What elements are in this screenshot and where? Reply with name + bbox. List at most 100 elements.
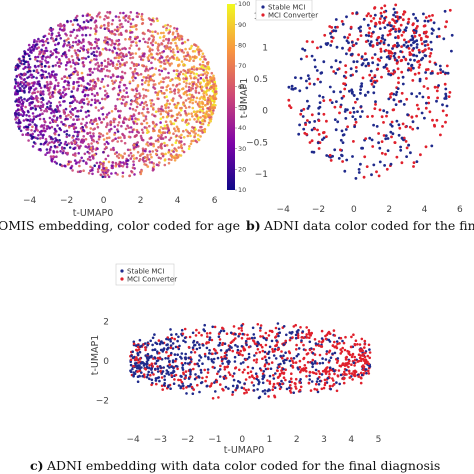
panel-a-point [150,34,153,38]
panel-c-point-converter [264,343,268,347]
panel-c-point-converter [347,365,350,369]
panel-c-point-stable [170,333,173,337]
panel-a-point [68,126,71,129]
panel-b-point-converter [348,111,352,114]
panel-a-point [63,130,66,134]
panel-b-point-converter [348,46,352,50]
panel-c-point-stable [252,384,256,387]
panel-c-point-stable [240,386,244,390]
panel-c-point-converter [187,345,191,349]
panel-a-point [95,161,99,165]
panel-a-point [171,48,175,51]
panel-a-point [177,88,180,91]
panel-c-point-stable [161,341,165,345]
panel-b-point-converter [332,70,336,73]
panel-a-point [40,65,44,68]
panel-b-point-stable [355,69,358,73]
panel-c-point-stable [190,358,193,361]
panel-c-point-converter [303,364,307,367]
panel-a-point [129,157,133,160]
panel-b-point-stable [319,45,323,49]
panel-c-point-stable [184,374,187,378]
panel-a-point [59,92,63,96]
panel-a-point [45,148,49,151]
panel-a-point [72,61,75,64]
panel-c-point-stable [231,384,235,388]
panel-b-point-converter [354,100,357,104]
panel-b-point-converter [310,139,314,143]
panel-c-point-stable [163,378,166,382]
panel-b-point-converter [330,40,334,43]
panel-c-point-converter [158,357,162,360]
panel-a-point [146,158,149,161]
panel-a-colorbar-tick-label: 50 [238,104,246,112]
panel-a-point [105,145,108,149]
panel-a-point [144,69,147,73]
panel-c-point-converter [320,341,324,344]
panel-a-point [28,114,31,118]
panel-c-point-stable [177,335,180,339]
panel-a-point [120,78,123,82]
panel-a-point [191,87,194,90]
panel-c-point-converter [275,343,279,347]
panel-c-point-converter [276,332,279,336]
panel-c-point-converter [317,344,321,347]
panel-c-point-converter [219,364,222,368]
panel-b-point-converter [343,82,347,86]
panel-a-point [27,63,31,67]
panel-c-point-stable [352,361,356,365]
panel-a-point [107,22,110,26]
panel-a-point [74,106,77,110]
panel-a-point [107,43,110,46]
panel-a-point [76,133,80,136]
panel-a-point [184,77,188,80]
panel-c-point-stable [268,345,272,349]
panel-c-point-stable [236,345,239,348]
panel-c-point-stable [206,368,210,371]
panel-b-point-converter [339,105,342,109]
panel-b-point-converter [407,40,411,43]
panel-a-point [130,170,133,173]
panel-a-point [120,139,123,143]
panel-a-point [146,89,150,92]
panel-a-point [167,41,170,45]
panel-a-point [131,52,134,55]
panel-c-point-stable [256,388,259,391]
panel-c-point-converter [325,352,328,356]
panel-a-point [193,135,196,139]
panel-a-point [180,133,183,137]
panel-b-point-converter [385,114,388,118]
panel-c-point-converter [267,334,271,337]
panel-a-point [67,37,70,40]
panel-c-point-stable [172,366,175,370]
panel-c-point-converter [333,340,336,344]
panel-b-point-stable [394,93,398,97]
panel-a-point [167,151,170,154]
panel-b-point-converter [317,147,321,150]
panel-b-point-stable [360,63,364,67]
panel-a-point [188,118,192,121]
panel-c-point-stable [137,364,141,367]
panel-a-point [132,146,136,150]
panel-b-point-stable [391,27,395,30]
panel-b-point-converter [429,52,433,55]
panel-a-point [96,67,99,70]
panel-c-point-converter [259,335,262,338]
panel-a-point [207,65,210,69]
panel-a-point [191,125,194,129]
panel-a-point [163,62,167,65]
panel-c-point-stable [227,387,230,390]
panel-a-point [195,72,198,76]
panel-a-point [105,125,108,129]
panel-b-point-converter [377,174,381,178]
panel-a-point [58,163,62,166]
panel-a-point [131,166,135,169]
panel-a-point [46,83,50,86]
panel-c-point-converter [270,329,274,333]
panel-a-point [193,118,196,121]
panel-a-point [18,57,21,61]
panel-b-point-converter [417,66,421,69]
panel-a-point [104,39,107,42]
panel-a-point [192,59,195,62]
panel-a-point [57,34,61,37]
